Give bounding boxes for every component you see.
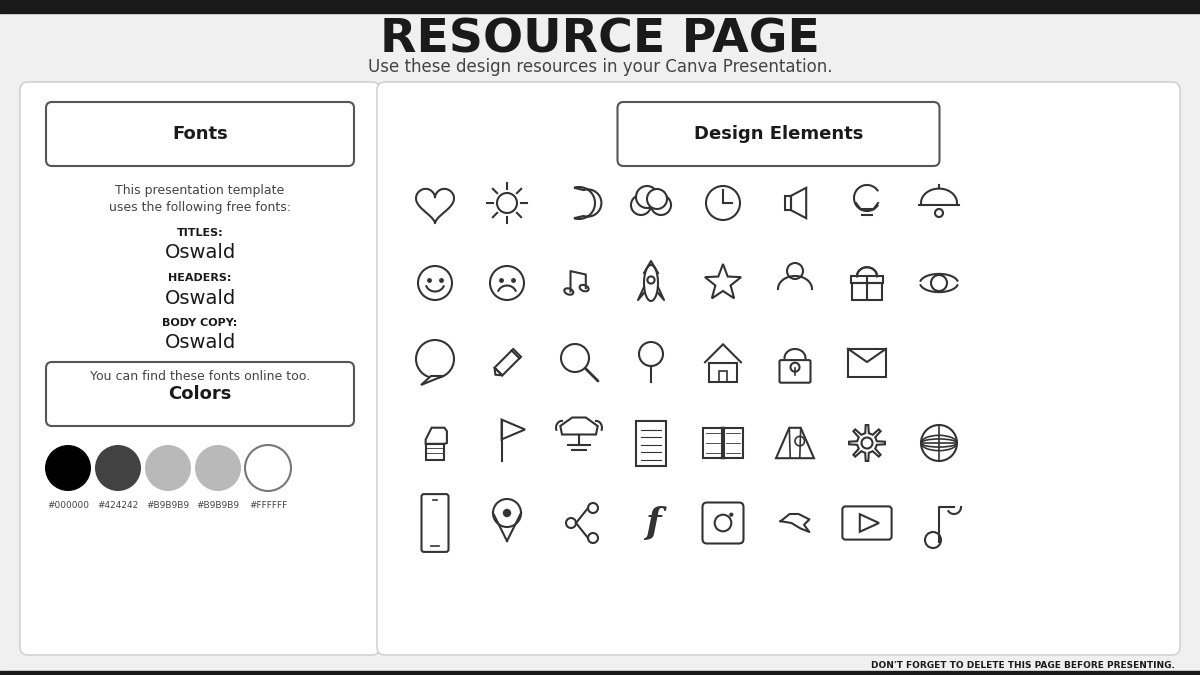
Text: #424242: #424242 (97, 502, 139, 510)
Circle shape (631, 195, 650, 215)
Bar (426, 444, 444, 460)
Text: HEADERS:: HEADERS: (168, 273, 232, 283)
Circle shape (46, 445, 91, 491)
Circle shape (647, 189, 667, 209)
FancyBboxPatch shape (20, 82, 380, 655)
Circle shape (245, 445, 292, 491)
Text: This presentation template: This presentation template (115, 184, 284, 196)
Bar (703, 428, 722, 458)
Bar (0, 671, 1200, 675)
Text: Oswald: Oswald (164, 333, 235, 352)
Bar (848, 349, 886, 377)
Text: DON'T FORGET TO DELETE THIS PAGE BEFORE PRESENTING.: DON'T FORGET TO DELETE THIS PAGE BEFORE … (871, 662, 1175, 670)
Text: Oswald: Oswald (164, 244, 235, 263)
Text: RESOURCE PAGE: RESOURCE PAGE (380, 18, 820, 63)
Polygon shape (421, 376, 443, 385)
Bar (719, 371, 727, 381)
Bar (708, 363, 738, 381)
Text: uses the following free fonts:: uses the following free fonts: (109, 200, 292, 213)
Circle shape (650, 195, 671, 215)
Bar (636, 421, 666, 466)
FancyBboxPatch shape (618, 102, 940, 166)
Circle shape (503, 509, 511, 517)
Circle shape (145, 445, 191, 491)
Circle shape (636, 186, 658, 208)
Bar (0, 0, 1200, 13)
Text: Oswald: Oswald (164, 288, 235, 308)
Text: Use these design resources in your Canva Presentation.: Use these design resources in your Canva… (367, 58, 833, 76)
FancyBboxPatch shape (46, 362, 354, 426)
FancyBboxPatch shape (377, 82, 1180, 655)
Bar (724, 428, 743, 458)
Bar (851, 276, 883, 283)
Text: f: f (646, 506, 661, 540)
Text: You can find these fonts online too.: You can find these fonts online too. (90, 371, 310, 383)
Circle shape (194, 445, 241, 491)
Text: Fonts: Fonts (172, 125, 228, 143)
Circle shape (730, 512, 733, 517)
Text: #B9B9B9: #B9B9B9 (197, 502, 240, 510)
Text: Colors: Colors (168, 385, 232, 403)
Circle shape (95, 445, 142, 491)
Text: #FFFFFF: #FFFFFF (248, 502, 287, 510)
Text: Design Elements: Design Elements (694, 125, 863, 143)
Text: BODY COPY:: BODY COPY: (162, 318, 238, 328)
Text: #000000: #000000 (47, 502, 89, 510)
Bar (785, 196, 791, 210)
Text: TITLES:: TITLES: (176, 228, 223, 238)
Text: #B9B9B9: #B9B9B9 (146, 502, 190, 510)
FancyBboxPatch shape (46, 102, 354, 166)
Bar (852, 283, 882, 300)
